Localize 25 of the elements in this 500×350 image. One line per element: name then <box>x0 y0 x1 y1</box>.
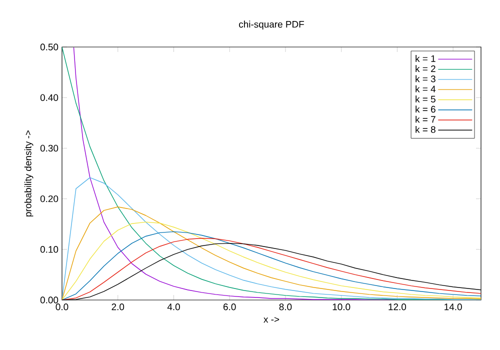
legend-label: k = 5 <box>416 96 436 102</box>
x-tick-label: 2.0 <box>112 304 124 310</box>
x-tick-label: 14.0 <box>444 304 462 310</box>
x-tick-label: 12.0 <box>388 304 406 310</box>
y-tick-label: 0.30 <box>40 144 58 152</box>
legend-label: k = 1 <box>416 54 436 62</box>
legend-label: k = 6 <box>416 106 436 113</box>
y-axis-title: probability density -> <box>24 130 34 216</box>
y-tick-label: 0.40 <box>40 94 58 101</box>
y-tick-label: 0.10 <box>40 246 58 253</box>
x-tick-label: 0.0 <box>56 304 68 310</box>
legend-label: k = 8 <box>416 126 436 133</box>
chart-title: chi-square PDF <box>239 20 304 30</box>
legend-label: k = 7 <box>416 116 436 123</box>
y-tick-label: 0.50 <box>40 44 58 50</box>
x-tick-label: 6.0 <box>224 304 236 310</box>
x-axis-title: x -> <box>264 317 280 323</box>
legend-label: k = 2 <box>416 65 436 72</box>
x-tick-label: 8.0 <box>279 304 292 310</box>
legend-label: k = 4 <box>416 85 436 92</box>
x-tick-label: 10.0 <box>332 304 350 310</box>
y-tick-label: 0.20 <box>40 195 58 202</box>
legend-label: k = 3 <box>416 75 436 82</box>
x-tick-label: 4.0 <box>167 304 180 310</box>
y-tick-label: 0.00 <box>40 296 58 304</box>
